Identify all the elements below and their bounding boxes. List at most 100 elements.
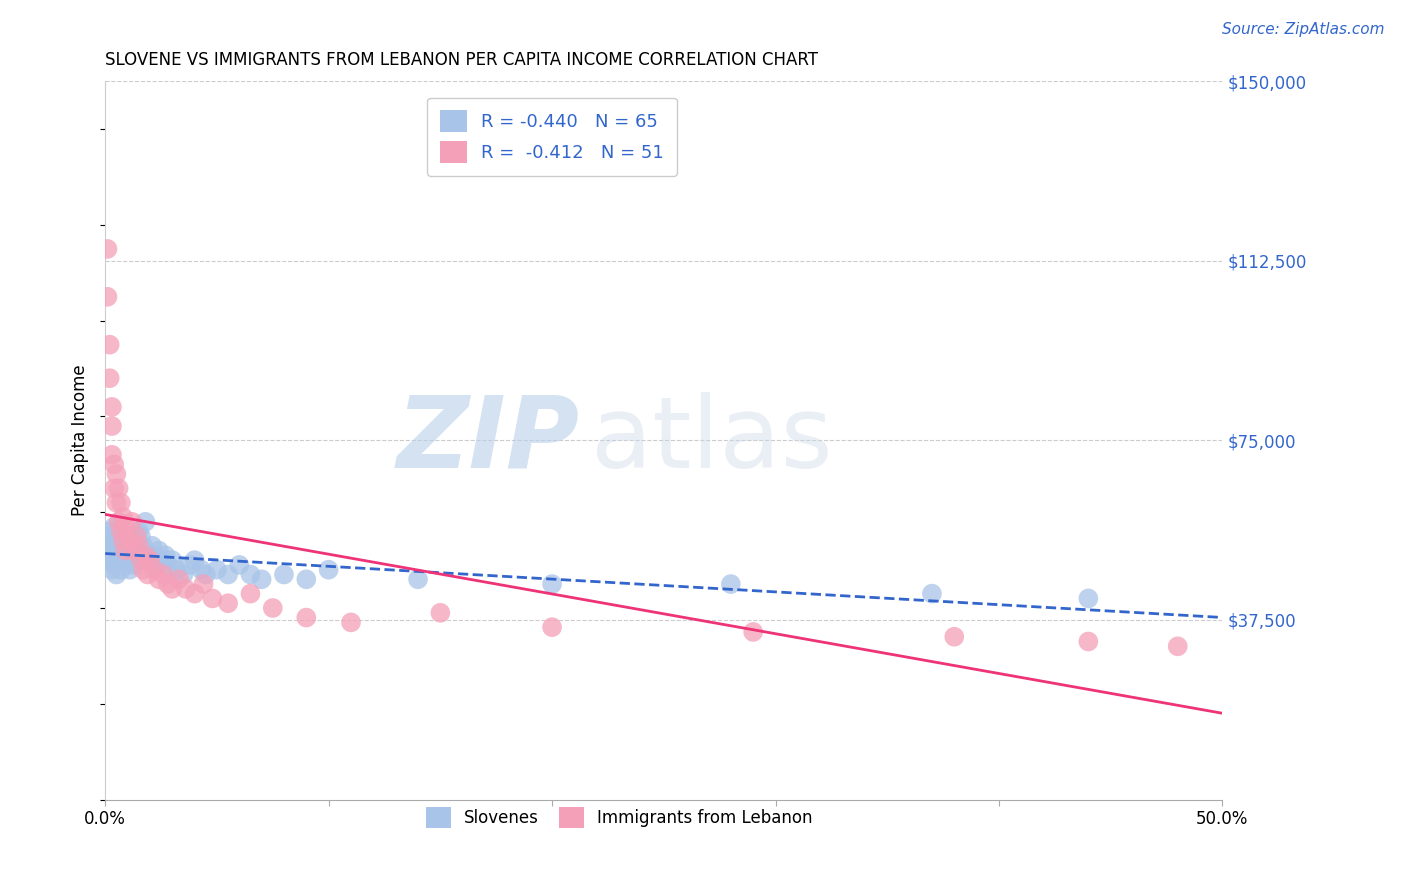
Point <box>205 563 228 577</box>
Point <box>217 596 239 610</box>
Point <box>103 519 125 533</box>
Point <box>239 567 262 582</box>
Point <box>101 563 124 577</box>
Point <box>103 558 125 572</box>
Point <box>193 577 215 591</box>
Point <box>128 553 150 567</box>
Point <box>125 543 148 558</box>
Point <box>1077 591 1099 606</box>
Point <box>155 549 177 563</box>
Point <box>183 587 205 601</box>
Point <box>98 553 121 567</box>
Point <box>112 510 135 524</box>
Point <box>156 558 179 572</box>
Point <box>194 567 217 582</box>
Point <box>134 515 156 529</box>
Point <box>96 290 118 304</box>
Point <box>128 524 150 539</box>
Point <box>101 529 124 543</box>
Point <box>128 539 150 553</box>
Point <box>172 567 194 582</box>
Point <box>105 549 128 563</box>
Point <box>541 577 564 591</box>
Point <box>98 524 121 539</box>
Point <box>110 549 132 563</box>
Point <box>107 481 129 495</box>
Point <box>167 572 190 586</box>
Point <box>145 558 167 572</box>
Point <box>107 539 129 553</box>
Point <box>103 481 125 495</box>
Point <box>112 549 135 563</box>
Point <box>129 553 152 567</box>
Text: SLOVENE VS IMMIGRANTS FROM LEBANON PER CAPITA INCOME CORRELATION CHART: SLOVENE VS IMMIGRANTS FROM LEBANON PER C… <box>105 51 818 69</box>
Y-axis label: Per Capita Income: Per Capita Income <box>72 365 89 516</box>
Point <box>129 529 152 543</box>
Point <box>429 606 451 620</box>
Point <box>118 533 141 548</box>
Point <box>101 549 124 563</box>
Point <box>114 543 136 558</box>
Point <box>295 610 318 624</box>
Point <box>114 543 136 558</box>
Point <box>148 543 170 558</box>
Point <box>110 496 132 510</box>
Point <box>136 567 159 582</box>
Point <box>201 591 224 606</box>
Point <box>118 563 141 577</box>
Point <box>96 543 118 558</box>
Point <box>132 563 155 577</box>
Point <box>132 539 155 553</box>
Point <box>107 515 129 529</box>
Point <box>250 572 273 586</box>
Point <box>148 572 170 586</box>
Point <box>107 553 129 567</box>
Point <box>98 539 121 553</box>
Point <box>943 630 966 644</box>
Point <box>117 533 139 548</box>
Text: atlas: atlas <box>591 392 832 489</box>
Point <box>110 563 132 577</box>
Point <box>273 567 295 582</box>
Point <box>228 558 250 572</box>
Point <box>179 558 201 572</box>
Point <box>96 533 118 548</box>
Point <box>156 577 179 591</box>
Point <box>125 529 148 543</box>
Text: ZIP: ZIP <box>396 392 581 489</box>
Point <box>117 529 139 543</box>
Point <box>101 448 124 462</box>
Point <box>121 515 143 529</box>
Point <box>295 572 318 586</box>
Point <box>101 419 124 434</box>
Point <box>105 467 128 481</box>
Point <box>136 549 159 563</box>
Point <box>110 524 132 539</box>
Point <box>406 572 429 586</box>
Point <box>1167 640 1189 654</box>
Text: Source: ZipAtlas.com: Source: ZipAtlas.com <box>1222 22 1385 37</box>
Point <box>105 533 128 548</box>
Point <box>114 558 136 572</box>
Point <box>114 519 136 533</box>
Point <box>98 337 121 351</box>
Point <box>101 400 124 414</box>
Point <box>110 533 132 548</box>
Point <box>239 587 262 601</box>
Point <box>121 549 143 563</box>
Point <box>98 371 121 385</box>
Point <box>143 549 166 563</box>
Point <box>117 553 139 567</box>
Point <box>141 539 163 553</box>
Point <box>166 563 188 577</box>
Point <box>143 563 166 577</box>
Point <box>139 553 162 567</box>
Point <box>122 558 145 572</box>
Point <box>152 567 174 582</box>
Point <box>190 563 212 577</box>
Point <box>162 582 184 596</box>
Point <box>183 553 205 567</box>
Point <box>112 539 135 553</box>
Point <box>340 615 363 630</box>
Point <box>122 543 145 558</box>
